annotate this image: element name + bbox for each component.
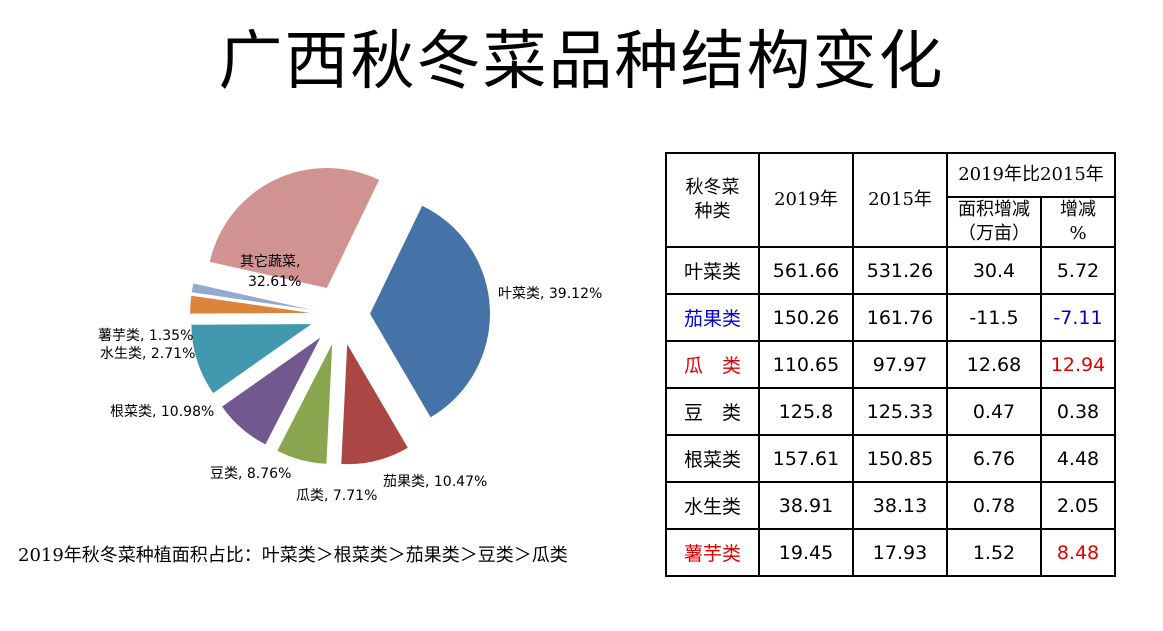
table-row: 叶菜类 561.66 531.26 30.4 5.72 bbox=[665, 246, 1116, 295]
cell-2019: 561.66 bbox=[758, 246, 854, 295]
header-pct-line1: 增减 bbox=[1060, 199, 1096, 220]
header-area-line1: 面积增减 bbox=[958, 199, 1030, 220]
pie-slice-水生类 bbox=[190, 295, 311, 314]
header-area-line2: （万亩） bbox=[958, 223, 1030, 244]
cell-diff: 1.52 bbox=[946, 528, 1042, 577]
cell-2019: 19.45 bbox=[758, 528, 854, 577]
table-row: 薯芋类 19.45 17.93 1.52 8.48 bbox=[665, 528, 1116, 577]
cell-diff: 30.4 bbox=[946, 246, 1042, 295]
cell-2015: 150.85 bbox=[852, 434, 948, 483]
table-row: 瓜 类 110.65 97.97 12.68 12.94 bbox=[665, 340, 1116, 389]
table-header-row: 秋冬菜 种类 2019年 2015年 2019年比2015年 bbox=[665, 152, 1116, 248]
row-label: 瓜 类 bbox=[665, 340, 760, 389]
pie-slice-叶菜类 bbox=[370, 205, 490, 418]
pie-slice-其它蔬菜 bbox=[209, 167, 380, 288]
pie-label-水生类: 水生类, 2.71% bbox=[100, 346, 195, 362]
pie-label-薯芋类: 薯芋类, 1.35% bbox=[98, 328, 193, 344]
pie-chart: 叶菜类, 39.12% 茄果类, 10.47% 瓜类, 7.71% 豆类, 8.76%… bbox=[98, 167, 602, 504]
row-label: 叶菜类 bbox=[665, 246, 760, 295]
pie-label-叶菜类: 叶菜类, 39.12% bbox=[498, 286, 602, 302]
row-label: 水生类 bbox=[665, 481, 760, 530]
row-label: 根菜类 bbox=[665, 434, 760, 483]
table-row: 茄果类 150.26 161.76 -11.5 -7.11 bbox=[665, 293, 1116, 342]
table-row: 水生类 38.91 38.13 0.78 2.05 bbox=[665, 481, 1116, 530]
pie-label-茄果类: 茄果类, 10.47% bbox=[383, 473, 487, 490]
cell-pct: 12.94 bbox=[1040, 340, 1116, 389]
cell-pct: -7.11 bbox=[1040, 293, 1116, 342]
cell-2015: 125.33 bbox=[852, 387, 948, 436]
row-label: 茄果类 bbox=[665, 293, 760, 342]
pie-label-豆类: 豆类, 8.76% bbox=[210, 466, 291, 482]
header-pct-line2: % bbox=[1069, 223, 1087, 244]
pie-slice-豆类 bbox=[222, 337, 321, 445]
cell-diff: 6.76 bbox=[946, 434, 1042, 483]
header-compare: 2019年比2015年 bbox=[946, 152, 1116, 198]
header-category-line2: 种类 bbox=[694, 201, 731, 222]
cell-pct: 0.38 bbox=[1040, 387, 1116, 436]
header-pct-change: 增减 % bbox=[1040, 196, 1116, 248]
cell-2015: 161.76 bbox=[852, 293, 948, 342]
cell-pct: 4.48 bbox=[1040, 434, 1116, 483]
page-title: 广西秋冬菜品种结构变化 bbox=[218, 25, 945, 99]
cell-2019: 110.65 bbox=[758, 340, 854, 389]
cell-2019: 150.26 bbox=[758, 293, 854, 342]
cell-2019: 38.91 bbox=[758, 481, 854, 530]
cell-2015: 531.26 bbox=[852, 246, 948, 295]
cell-diff: -11.5 bbox=[946, 293, 1042, 342]
header-category: 秋冬菜 种类 bbox=[665, 152, 760, 248]
header-category-line1: 秋冬菜 bbox=[685, 177, 740, 198]
pie-slice-茄果类 bbox=[341, 344, 408, 465]
cell-diff: 0.47 bbox=[946, 387, 1042, 436]
cell-pct: 8.48 bbox=[1040, 528, 1116, 577]
header-2019: 2019年 bbox=[758, 152, 854, 248]
pie-slice-根菜类 bbox=[191, 324, 312, 394]
pie-label-瓜类: 瓜类, 7.71% bbox=[296, 488, 377, 504]
cell-2015: 97.97 bbox=[852, 340, 948, 389]
cell-2015: 38.13 bbox=[852, 481, 948, 530]
cell-2019: 157.61 bbox=[758, 434, 854, 483]
table-row: 根菜类 157.61 150.85 6.76 4.48 bbox=[665, 434, 1116, 483]
pie-slice-瓜类 bbox=[277, 344, 333, 464]
table-row: 豆 类 125.8 125.33 0.47 0.38 bbox=[665, 387, 1116, 436]
pie-label-根菜类: 根菜类, 10.98% bbox=[110, 404, 214, 420]
header-2015: 2015年 bbox=[852, 152, 948, 248]
cell-pct: 2.05 bbox=[1040, 481, 1116, 530]
cell-diff: 12.68 bbox=[946, 340, 1042, 389]
table-subheader-row: 面积增减 （万亩） 增减 % bbox=[666, 196, 1116, 248]
row-label: 薯芋类 bbox=[665, 528, 760, 577]
cell-2019: 125.8 bbox=[758, 387, 854, 436]
data-table: 秋冬菜 种类 2019年 2015年 2019年比2015年 面积增减 （万亩）… bbox=[665, 152, 1116, 577]
header-area-change: 面积增减 （万亩） bbox=[946, 196, 1042, 248]
pie-slice-薯芋类 bbox=[191, 283, 311, 310]
cell-2015: 17.93 bbox=[852, 528, 948, 577]
cell-diff: 0.78 bbox=[946, 481, 1042, 530]
chart-caption: 2019年秋冬菜种植面积占比：叶菜类＞根菜类＞茄果类＞豆类＞瓜类 bbox=[18, 545, 568, 566]
cell-pct: 5.72 bbox=[1040, 246, 1116, 295]
pie-label-其它蔬菜: 其它蔬菜, 32.61% bbox=[240, 253, 301, 290]
row-label: 豆 类 bbox=[665, 387, 760, 436]
